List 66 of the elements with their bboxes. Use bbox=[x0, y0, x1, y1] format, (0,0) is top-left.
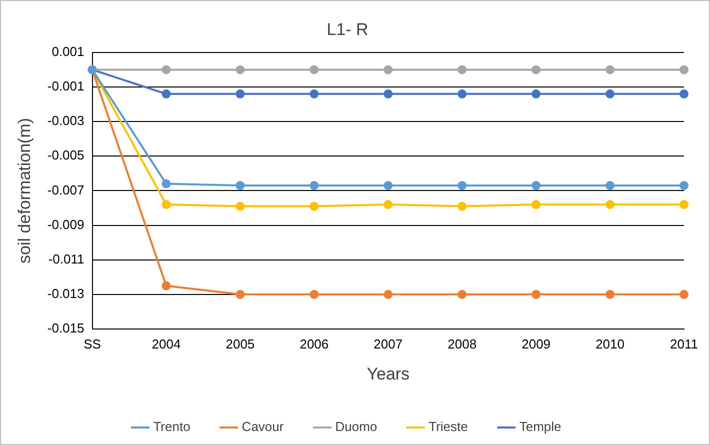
point bbox=[606, 200, 615, 210]
point bbox=[532, 65, 541, 74]
point bbox=[532, 200, 541, 210]
point bbox=[310, 202, 319, 211]
point bbox=[236, 65, 245, 74]
point bbox=[458, 202, 467, 211]
point bbox=[162, 200, 171, 210]
point bbox=[384, 290, 393, 299]
point bbox=[680, 89, 688, 98]
legend-label: Trieste bbox=[428, 419, 468, 434]
x-tick-label: 2010 bbox=[596, 336, 624, 352]
point bbox=[236, 202, 245, 211]
point bbox=[606, 181, 615, 190]
legend-label: Trento bbox=[153, 419, 190, 434]
x-tick-label: 2004 bbox=[152, 336, 181, 352]
legend-label: Cavour bbox=[242, 419, 284, 434]
point bbox=[310, 181, 319, 190]
point bbox=[458, 181, 467, 190]
y-tick-label: -0.005 bbox=[47, 148, 84, 163]
point bbox=[384, 89, 393, 98]
point bbox=[532, 181, 541, 190]
point bbox=[236, 89, 245, 98]
x-tick-label: 2011 bbox=[670, 336, 698, 352]
point bbox=[310, 65, 319, 74]
point bbox=[606, 65, 615, 74]
point bbox=[162, 65, 171, 74]
point bbox=[162, 281, 171, 290]
chart-title: L1- R bbox=[326, 20, 368, 39]
point bbox=[532, 89, 541, 98]
point bbox=[162, 89, 171, 98]
point bbox=[162, 179, 171, 188]
point bbox=[310, 89, 319, 98]
x-tick-label: 2006 bbox=[300, 336, 329, 352]
point bbox=[680, 200, 688, 210]
y-axis-title: soil deformation(m) bbox=[14, 118, 34, 264]
x-tick-label: 2005 bbox=[226, 336, 255, 352]
point bbox=[680, 290, 688, 299]
point bbox=[458, 65, 467, 74]
point bbox=[458, 89, 467, 98]
point bbox=[236, 181, 245, 190]
y-tick-label: -0.013 bbox=[47, 286, 84, 302]
y-tick-label: -0.015 bbox=[47, 320, 84, 336]
point bbox=[532, 290, 541, 299]
y-tick-label: -0.003 bbox=[47, 113, 84, 128]
point bbox=[458, 290, 467, 299]
point bbox=[236, 290, 245, 299]
point bbox=[310, 290, 319, 299]
y-tick-label: -0.007 bbox=[47, 182, 84, 198]
point bbox=[384, 181, 393, 190]
point bbox=[606, 290, 615, 299]
x-tick-label: 2008 bbox=[448, 336, 477, 352]
y-tick-label: -0.001 bbox=[47, 78, 84, 94]
legend-label: Duomo bbox=[335, 419, 378, 434]
legend-label: Temple bbox=[519, 419, 562, 434]
y-tick-label: -0.009 bbox=[47, 216, 84, 232]
y-tick-label: -0.011 bbox=[48, 251, 84, 266]
x-tick-label: 2009 bbox=[522, 336, 551, 352]
point bbox=[680, 181, 688, 190]
x-axis-title: Years bbox=[366, 364, 410, 384]
x-tick-label: SS bbox=[84, 336, 102, 352]
point bbox=[606, 89, 615, 98]
y-tick-label: 0.001 bbox=[52, 44, 84, 59]
point bbox=[680, 65, 688, 74]
x-tick-label: 2007 bbox=[374, 336, 403, 352]
point bbox=[384, 65, 393, 74]
point bbox=[384, 200, 393, 210]
